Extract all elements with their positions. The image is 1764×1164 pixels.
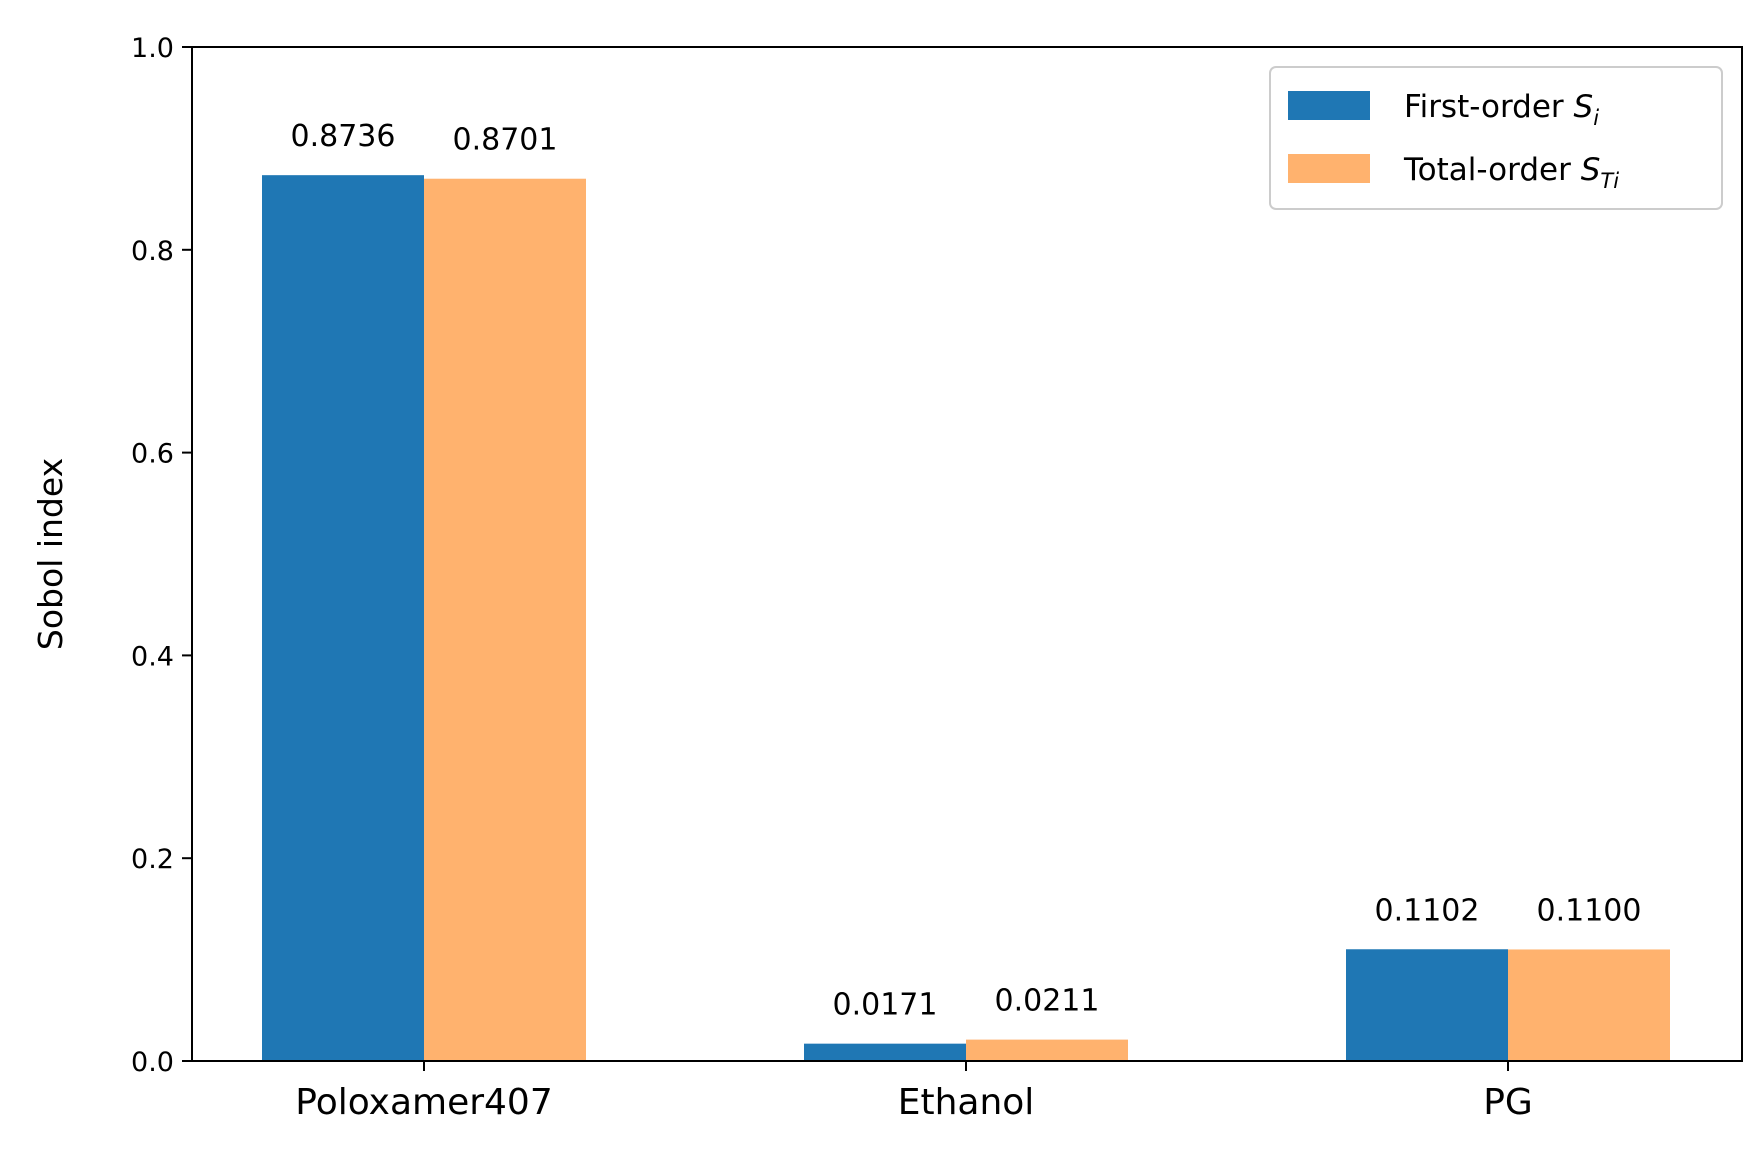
legend-swatch-first-order xyxy=(1288,91,1370,120)
legend-text-total-order: Total-order xyxy=(1403,152,1581,188)
bar-first-order-ethanol xyxy=(804,1043,966,1061)
bar-total-order-pg xyxy=(1508,949,1670,1061)
y-tick-label: 0.0 xyxy=(131,1047,174,1078)
y-tick-label: 0.2 xyxy=(131,844,174,875)
legend-subscript-total-order: Ti xyxy=(1600,169,1619,193)
legend-swatch-total-order xyxy=(1288,154,1370,183)
legend-text-first-order: First-order xyxy=(1404,89,1574,125)
legend-symbol-total-order: S xyxy=(1581,152,1601,188)
value-labels-group: 0.8736 0.8701 0.0171 0.0211 0.1102 0.1100 xyxy=(291,119,1642,1022)
legend-label-total-order: Total-order STi xyxy=(1403,152,1619,193)
value-label-first-order: 0.8736 xyxy=(291,119,396,154)
bar-first-order-poloxamer407 xyxy=(262,175,424,1061)
legend-symbol-first-order: S xyxy=(1574,89,1594,125)
bar-total-order-ethanol xyxy=(966,1039,1128,1061)
bar-total-order-poloxamer407 xyxy=(424,178,586,1061)
y-tick-label: 0.6 xyxy=(131,439,174,470)
x-tick-label: Ethanol xyxy=(898,1082,1035,1123)
x-tick-label: PG xyxy=(1483,1082,1533,1123)
legend-subscript-first-order: i xyxy=(1593,106,1599,130)
value-label-total-order: 0.8701 xyxy=(453,123,558,158)
bars-group xyxy=(262,175,1670,1061)
y-tick-label: 0.8 xyxy=(131,236,174,267)
x-axis: Poloxamer407 Ethanol PG xyxy=(295,1061,1533,1123)
legend-frame xyxy=(1269,66,1723,210)
y-tick-label: 1.0 xyxy=(131,33,174,64)
y-axis: 0.0 0.2 0.4 0.6 0.8 1.0 xyxy=(131,33,192,1078)
value-label-first-order: 0.1102 xyxy=(1375,893,1480,928)
y-tick-label: 0.4 xyxy=(131,641,174,672)
legend: First-order Si Total-order STi xyxy=(1269,66,1723,210)
legend-label-first-order: First-order Si xyxy=(1404,89,1599,130)
value-label-total-order: 0.0211 xyxy=(995,984,1100,1019)
bar-first-order-pg xyxy=(1346,949,1508,1061)
value-label-total-order: 0.1100 xyxy=(1537,893,1642,928)
y-axis-title: Sobol index xyxy=(31,458,70,650)
x-tick-label: Poloxamer407 xyxy=(295,1082,552,1123)
value-label-first-order: 0.0171 xyxy=(833,988,938,1023)
